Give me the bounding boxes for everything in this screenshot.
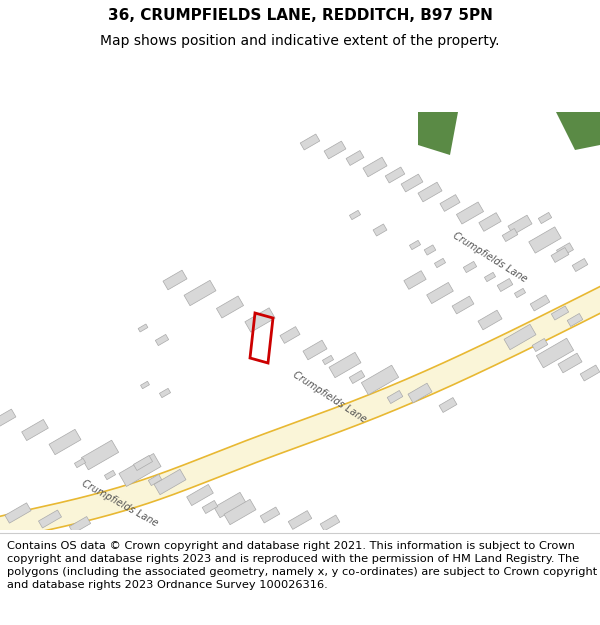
Polygon shape bbox=[82, 440, 119, 470]
Polygon shape bbox=[320, 515, 340, 531]
Polygon shape bbox=[508, 215, 532, 235]
Polygon shape bbox=[349, 371, 365, 384]
Polygon shape bbox=[572, 259, 588, 271]
Polygon shape bbox=[119, 454, 161, 486]
Polygon shape bbox=[536, 338, 574, 367]
Polygon shape bbox=[324, 141, 346, 159]
Polygon shape bbox=[303, 340, 327, 360]
Text: Map shows position and indicative extent of the property.: Map shows position and indicative extent… bbox=[100, 34, 500, 48]
Polygon shape bbox=[373, 224, 387, 236]
Polygon shape bbox=[514, 288, 526, 298]
Polygon shape bbox=[478, 310, 502, 330]
Polygon shape bbox=[401, 174, 423, 192]
Polygon shape bbox=[439, 398, 457, 412]
Text: Crumpfields Lane: Crumpfields Lane bbox=[451, 230, 529, 284]
Polygon shape bbox=[502, 229, 518, 241]
Polygon shape bbox=[5, 503, 31, 523]
Polygon shape bbox=[532, 339, 548, 351]
Polygon shape bbox=[217, 296, 244, 318]
Polygon shape bbox=[70, 516, 91, 534]
Polygon shape bbox=[404, 271, 426, 289]
Polygon shape bbox=[202, 501, 218, 514]
Polygon shape bbox=[49, 429, 81, 455]
Text: Contains OS data © Crown copyright and database right 2021. This information is : Contains OS data © Crown copyright and d… bbox=[7, 541, 598, 590]
Polygon shape bbox=[154, 469, 186, 495]
Polygon shape bbox=[104, 471, 116, 479]
Polygon shape bbox=[424, 245, 436, 255]
Polygon shape bbox=[329, 352, 361, 377]
Polygon shape bbox=[163, 270, 187, 290]
Polygon shape bbox=[245, 308, 275, 332]
Polygon shape bbox=[0, 409, 16, 427]
Polygon shape bbox=[409, 241, 421, 249]
Text: Crumpfields Lane: Crumpfields Lane bbox=[80, 478, 160, 528]
Polygon shape bbox=[187, 484, 214, 506]
Polygon shape bbox=[280, 327, 300, 343]
Polygon shape bbox=[214, 492, 246, 518]
Polygon shape bbox=[427, 282, 454, 304]
Polygon shape bbox=[530, 295, 550, 311]
Polygon shape bbox=[551, 248, 569, 262]
Polygon shape bbox=[155, 334, 169, 346]
Text: 36, CRUMPFIELDS LANE, REDDITCH, B97 5PN: 36, CRUMPFIELDS LANE, REDDITCH, B97 5PN bbox=[107, 8, 493, 23]
Polygon shape bbox=[322, 356, 334, 364]
Polygon shape bbox=[434, 258, 446, 268]
Polygon shape bbox=[558, 353, 582, 373]
Polygon shape bbox=[184, 280, 216, 306]
Polygon shape bbox=[22, 419, 49, 441]
Polygon shape bbox=[479, 213, 501, 231]
Polygon shape bbox=[38, 510, 62, 528]
Polygon shape bbox=[504, 324, 536, 350]
Polygon shape bbox=[224, 499, 256, 525]
Polygon shape bbox=[363, 157, 387, 177]
Polygon shape bbox=[0, 284, 600, 542]
Polygon shape bbox=[387, 391, 403, 404]
Polygon shape bbox=[140, 381, 149, 389]
Polygon shape bbox=[148, 474, 161, 486]
Polygon shape bbox=[418, 112, 458, 155]
Polygon shape bbox=[529, 227, 561, 253]
Polygon shape bbox=[580, 365, 600, 381]
Text: Crumpfields Lane: Crumpfields Lane bbox=[292, 369, 368, 424]
Polygon shape bbox=[538, 213, 551, 224]
Polygon shape bbox=[418, 182, 442, 202]
Polygon shape bbox=[346, 151, 364, 166]
Polygon shape bbox=[385, 167, 405, 183]
Polygon shape bbox=[457, 202, 484, 224]
Polygon shape bbox=[452, 296, 474, 314]
Polygon shape bbox=[288, 511, 312, 529]
Polygon shape bbox=[463, 261, 476, 272]
Polygon shape bbox=[567, 314, 583, 326]
Polygon shape bbox=[440, 194, 460, 211]
Polygon shape bbox=[361, 365, 398, 395]
Polygon shape bbox=[260, 507, 280, 523]
Polygon shape bbox=[484, 272, 496, 282]
Polygon shape bbox=[557, 242, 574, 258]
Polygon shape bbox=[551, 306, 569, 320]
Polygon shape bbox=[497, 279, 513, 291]
Polygon shape bbox=[133, 456, 152, 471]
Polygon shape bbox=[74, 458, 86, 468]
Polygon shape bbox=[556, 112, 600, 150]
Polygon shape bbox=[408, 383, 432, 403]
Polygon shape bbox=[138, 324, 148, 332]
Polygon shape bbox=[160, 388, 170, 398]
Polygon shape bbox=[349, 211, 361, 219]
Polygon shape bbox=[300, 134, 320, 150]
